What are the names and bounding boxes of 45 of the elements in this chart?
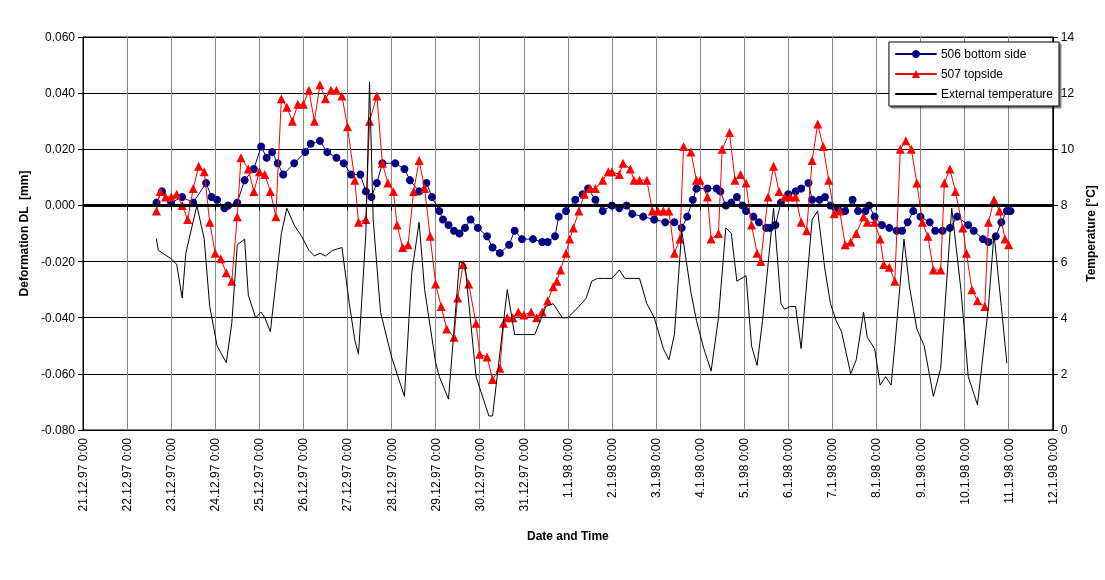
x-tick-label: 2.1.98 0:00 — [604, 437, 619, 499]
x-tick-label: 28.12.97 0:00 — [384, 437, 399, 512]
x-axis-title: Date and Time — [526, 529, 610, 543]
y2-tick-label: 2 — [1060, 366, 1068, 381]
y2-axis-title: Temperature [°C] — [1084, 185, 1098, 282]
y-tick-label: -0.080 — [40, 423, 76, 437]
x-tick-label: 5.1.98 0:00 — [737, 437, 752, 499]
x-tick-label: 1.1.98 0:00 — [560, 437, 575, 499]
x-tick-label: 23.12.97 0:00 — [164, 437, 179, 512]
y-tick-label: 0.000 — [44, 198, 76, 213]
legend-label: 507 topside — [940, 67, 1004, 81]
y2-tick-label: 0 — [1060, 423, 1068, 437]
y2-tick-label: 12 — [1060, 86, 1075, 101]
x-tick-label: 21.12.97 0:00 — [76, 437, 90, 512]
y-axis-title: Deformation DL [mm] — [17, 170, 32, 297]
y2-tick-label: 14 — [1060, 30, 1075, 44]
x-tick-label: 12.1.98 0:00 — [1045, 437, 1060, 505]
y-tick-label: -0.020 — [40, 254, 76, 269]
x-tick-label: 30.12.97 0:00 — [472, 437, 487, 512]
x-tick-label: 9.1.98 0:00 — [913, 437, 928, 499]
x-tick-label: 6.1.98 0:00 — [781, 437, 796, 499]
y2-tick-label: 8 — [1060, 198, 1068, 213]
y2-tick-label: 4 — [1060, 310, 1068, 325]
legend-label: External temperature — [940, 87, 1054, 101]
y-tick-label: -0.040 — [40, 310, 76, 325]
y2-tick-label: 10 — [1060, 142, 1075, 157]
x-tick-label: 7.1.98 0:00 — [825, 437, 840, 499]
x-tick-label: 4.1.98 0:00 — [693, 437, 708, 499]
y-tick-label: 0.060 — [44, 30, 76, 44]
x-tick-label: 26.12.97 0:00 — [296, 437, 311, 512]
x-tick-label: 11.1.98 0:00 — [1001, 437, 1016, 504]
y-tick-label: 0.040 — [44, 86, 76, 101]
x-tick-label: 25.12.97 0:00 — [252, 437, 267, 512]
y-tick-label: 0.020 — [44, 142, 76, 157]
x-tick-label: 22.12.97 0:00 — [120, 437, 135, 512]
x-tick-label: 3.1.98 0:00 — [649, 437, 664, 499]
legend-label: 506 bottom side — [940, 47, 1027, 61]
x-tick-label: 8.1.98 0:00 — [869, 437, 884, 499]
x-tick-label: 27.12.97 0:00 — [340, 437, 355, 512]
y-tick-label: -0.060 — [40, 366, 76, 381]
x-tick-label: 10.1.98 0:00 — [957, 437, 972, 505]
y2-tick-label: 6 — [1060, 254, 1068, 269]
x-tick-label: 24.12.97 0:00 — [208, 437, 223, 512]
x-tick-label: 31.12.97 0:00 — [516, 437, 531, 512]
x-tick-label: 29.12.97 0:00 — [428, 437, 443, 512]
